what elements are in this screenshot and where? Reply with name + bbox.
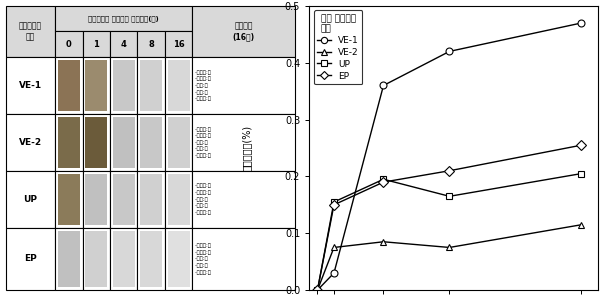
Bar (167, 60, 190, 111)
EP (330, 203, 338, 207)
Bar (113, 231, 135, 287)
Text: EP: EP (24, 254, 37, 263)
Bar (55, 171, 83, 228)
Text: 4: 4 (121, 40, 127, 49)
Bar (140, 60, 162, 111)
Bar (192, 57, 295, 114)
Bar (192, 114, 295, 171)
Bar (113, 173, 135, 225)
Bar (58, 231, 80, 287)
Text: –부풀올:無
–강라집:無
–연화:無
–용올:無
–색변화:無: –부풀올:無 –강라집:無 –연화:無 –용올:無 –색변화:無 (195, 243, 212, 274)
VE-1 (446, 50, 453, 53)
Bar (58, 60, 80, 111)
Bar (110, 31, 138, 57)
Bar (165, 57, 192, 114)
Bar (83, 31, 110, 57)
Bar (85, 117, 108, 168)
Line: VE-1: VE-1 (314, 20, 585, 294)
Bar (138, 57, 165, 114)
Bar (113, 60, 135, 111)
Bar (85, 173, 108, 225)
Legend: VE-1, VE-2, UP, EP: VE-1, VE-2, UP, EP (313, 10, 362, 84)
Bar (83, 171, 110, 228)
VE-2 (446, 246, 453, 249)
Bar (58, 173, 80, 225)
Bar (6, 114, 55, 171)
Bar (192, 171, 295, 228)
Bar (55, 57, 83, 114)
Text: 라이닝재의
종류: 라이닝재의 종류 (19, 22, 42, 41)
Bar (140, 231, 162, 287)
Bar (192, 228, 295, 290)
Bar (138, 114, 165, 171)
Text: 관찰사항
(16주): 관찰사항 (16주) (233, 22, 255, 41)
Text: UP: UP (24, 195, 37, 204)
Text: –부풀올:無
–강라집:無
–연화:無
–용올:無
–색변화:有: –부풀올:無 –강라집:無 –연화:無 –용올:無 –색변화:有 (195, 70, 212, 101)
VE-1 (314, 288, 321, 292)
Text: –부풀올:無
–강라집:無
–연화:無
–용올:無
–색변화:有: –부풀올:無 –강라집:無 –연화:無 –용올:無 –색변화:有 (195, 184, 212, 215)
Bar (6, 57, 55, 114)
Bar (55, 6, 192, 31)
Bar (165, 228, 192, 290)
Bar (140, 173, 162, 225)
Line: VE-2: VE-2 (314, 221, 585, 294)
Text: 8: 8 (148, 40, 154, 49)
Bar (165, 31, 192, 57)
Line: EP: EP (314, 142, 585, 294)
Bar (165, 171, 192, 228)
Bar (167, 231, 190, 287)
VE-2 (380, 240, 387, 244)
VE-1 (578, 21, 585, 25)
Bar (85, 231, 108, 287)
Text: 1: 1 (94, 40, 99, 49)
VE-1 (380, 84, 387, 87)
UP (314, 288, 321, 292)
Bar (83, 228, 110, 290)
EP (578, 143, 585, 147)
EP (314, 288, 321, 292)
Bar (55, 228, 83, 290)
Bar (58, 117, 80, 168)
Bar (165, 114, 192, 171)
Bar (192, 6, 295, 57)
Bar (110, 228, 138, 290)
Bar (83, 57, 110, 114)
Bar (55, 114, 83, 171)
Text: 수산화칼싘 포화용액 침지기간(주): 수산화칼싘 포화용액 침지기간(주) (88, 15, 159, 22)
Bar (167, 173, 190, 225)
Bar (83, 114, 110, 171)
Text: –부풀올:無
–강라집:無
–연화:無
–용올:無
–색변화:有: –부풀올:無 –강라집:無 –연화:無 –용올:無 –색변화:有 (195, 127, 212, 158)
Bar (110, 114, 138, 171)
Bar (167, 117, 190, 168)
UP (446, 194, 453, 198)
Bar (113, 117, 135, 168)
Bar (6, 6, 55, 57)
Bar (138, 31, 165, 57)
Line: UP: UP (314, 170, 585, 294)
Bar (6, 171, 55, 228)
EP (380, 180, 387, 184)
VE-2 (578, 223, 585, 226)
VE-2 (314, 288, 321, 292)
Bar (85, 60, 108, 111)
Bar (138, 228, 165, 290)
Y-axis label: 중량변화율(%): 중량변화율(%) (242, 125, 251, 171)
UP (380, 178, 387, 181)
Bar (140, 117, 162, 168)
UP (578, 172, 585, 175)
Bar (110, 171, 138, 228)
Bar (55, 31, 83, 57)
UP (330, 200, 338, 204)
VE-2 (330, 246, 338, 249)
Text: VE-1: VE-1 (19, 81, 42, 90)
Bar (110, 57, 138, 114)
Text: 16: 16 (173, 40, 184, 49)
EP (446, 169, 453, 173)
VE-1 (330, 271, 338, 275)
Text: 0: 0 (66, 40, 72, 49)
Bar (138, 171, 165, 228)
Text: VE-2: VE-2 (19, 138, 42, 147)
Bar (6, 228, 55, 290)
